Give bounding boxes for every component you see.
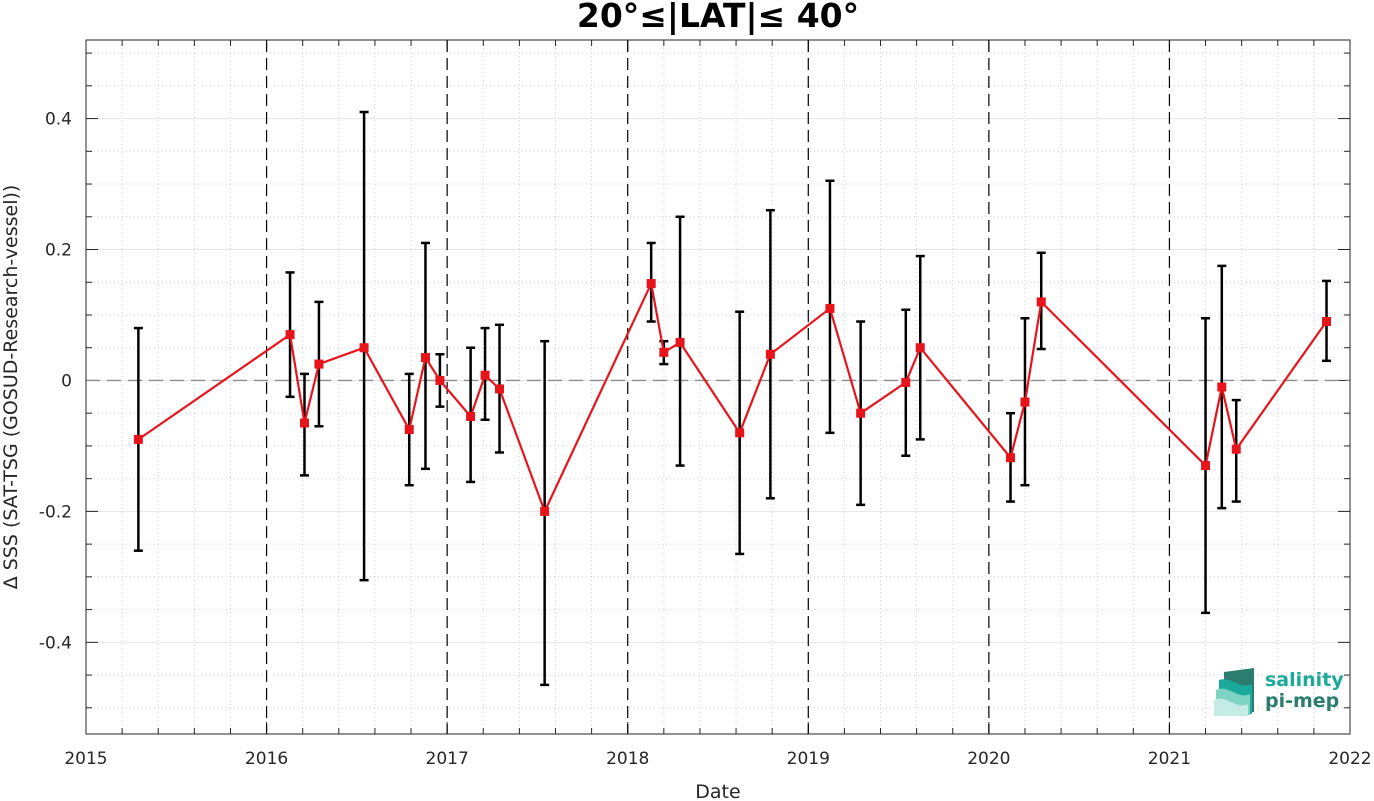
- data-point-marker: [540, 506, 550, 516]
- x-tick-label: 2019: [787, 749, 830, 769]
- year-boundaries: [265, 40, 1171, 734]
- data-point-marker: [856, 408, 866, 418]
- grid: [86, 40, 1350, 734]
- data-point-marker: [659, 347, 669, 357]
- data-point-marker: [404, 425, 414, 435]
- logo-text-line1: salinity: [1265, 669, 1344, 691]
- wave-logo-icon: [1214, 668, 1254, 716]
- data-point-marker: [285, 330, 295, 340]
- data-point-marker: [735, 428, 745, 438]
- data-point-marker: [420, 353, 430, 363]
- data-point-marker: [480, 370, 490, 380]
- data-point-marker: [299, 418, 309, 428]
- data-point-marker: [1006, 453, 1016, 463]
- data-point-marker: [915, 343, 925, 353]
- data-point-marker: [314, 359, 324, 369]
- y-axis-label: Δ SSS (SAT-TSG (GOSUD-Research-vessel)): [0, 185, 22, 590]
- plot-frame: [85, 39, 1351, 735]
- data-point-marker: [1020, 397, 1030, 407]
- data-point-marker: [495, 384, 505, 394]
- data-markers: [133, 279, 1332, 516]
- y-tick-label: -0.2: [39, 502, 72, 522]
- data-point-marker: [1036, 297, 1046, 307]
- data-point-marker: [359, 343, 369, 353]
- x-tick-label: 2022: [1328, 749, 1371, 769]
- x-tick-label: 2015: [64, 749, 107, 769]
- data-point-marker: [1231, 444, 1241, 454]
- chart-title: 20°≤|LAT|≤ 40°: [577, 0, 859, 35]
- logo-text-line2: pi-mep: [1265, 690, 1339, 712]
- y-tick-label: 0.2: [45, 241, 72, 261]
- data-point-marker: [901, 377, 911, 387]
- data-point-marker: [765, 349, 775, 359]
- x-tick-label: 2021: [1148, 749, 1191, 769]
- data-point-marker: [435, 375, 445, 385]
- salinity-pi-mep-logo: salinity pi-mep: [1214, 668, 1344, 716]
- series-line: [137, 279, 1328, 515]
- data-point-marker: [1322, 317, 1332, 327]
- y-tick-labels: -0.4 -0.2 0 0.2 0.4: [39, 110, 72, 654]
- x-tick-label: 2020: [967, 749, 1010, 769]
- data-point-marker: [133, 434, 143, 444]
- data-point-marker: [1201, 461, 1211, 471]
- y-tick-label: 0: [61, 371, 72, 391]
- x-tick-label: 2017: [426, 749, 469, 769]
- x-tick-label: 2016: [245, 749, 288, 769]
- data-point-marker: [1217, 382, 1227, 392]
- x-axis-label: Date: [695, 781, 740, 801]
- y-tick-label: -0.4: [39, 633, 72, 653]
- data-point-marker: [675, 337, 685, 347]
- data-point-marker: [646, 279, 656, 289]
- data-point-marker: [466, 411, 476, 421]
- y-tick-label: 0.4: [45, 110, 72, 130]
- x-tick-label: 2018: [606, 749, 649, 769]
- x-tick-labels: 2015 2016 2017 2018 2019 2020 2021 2022: [64, 749, 1371, 769]
- data-point-marker: [825, 303, 835, 313]
- plot-area: [86, 30, 1350, 734]
